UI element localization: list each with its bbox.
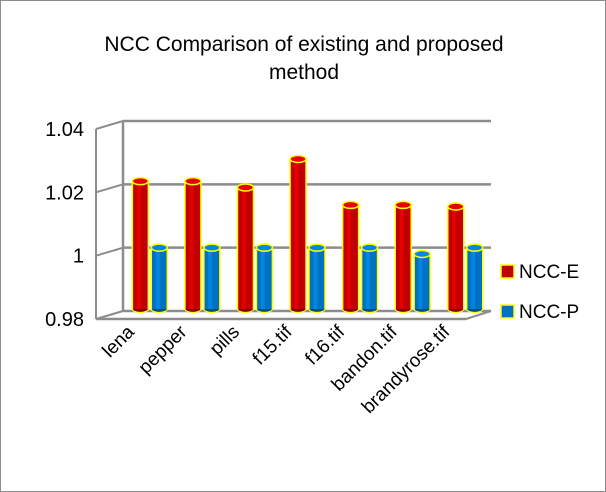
bar-ncc-p-f16-tif xyxy=(360,243,379,314)
bar-ncc-e-bandon-tif xyxy=(394,200,412,314)
legend-swatch-ncc-e xyxy=(500,264,515,279)
bar-ncc-p-f15-tif xyxy=(308,243,326,314)
legend-swatch-ncc-p xyxy=(500,304,515,319)
bar-ncc-p-brandyrose-tif xyxy=(465,243,484,314)
bar-ncc-p-bandon-tif xyxy=(413,249,431,314)
floor-right-edge xyxy=(465,310,492,320)
chart-title-line-1: NCC Comparison of existing and proposed xyxy=(104,33,504,56)
gridline-side xyxy=(95,120,124,130)
bar-ncc-e-f16-tif xyxy=(341,200,360,314)
gridline-side xyxy=(95,183,124,194)
legend-label-ncc-e: NCC-E xyxy=(519,262,579,283)
chart-title-line-2: method xyxy=(268,61,340,84)
y-tick-label: 1.02 xyxy=(45,182,84,204)
x-tick-label: f16.tif xyxy=(301,321,349,369)
x-tick-label: f15.tif xyxy=(249,321,297,369)
y-tick-label: 0.98 xyxy=(45,309,84,331)
bar-ncc-e-lena xyxy=(131,176,150,314)
chart-title: NCC Comparison of existing and proposed … xyxy=(1,31,606,87)
y-tick-label: 1 xyxy=(73,246,84,268)
x-tick-label: lena xyxy=(99,321,140,362)
bar-ncc-p-pills xyxy=(255,243,274,314)
gridline-side xyxy=(95,246,124,257)
bar-ncc-p-lena xyxy=(150,243,169,314)
y-tick-label: 1.04 xyxy=(45,119,84,141)
bar-ncc-p-pepper xyxy=(203,243,221,314)
bar-ncc-e-f15-tif xyxy=(289,154,307,314)
x-tick-label: pepper xyxy=(135,321,192,378)
legend-label-ncc-p: NCC-P xyxy=(519,302,579,323)
bar-ncc-e-brandyrose-tif xyxy=(447,202,465,314)
gridline-side xyxy=(95,310,124,320)
bar-ncc-e-pills xyxy=(236,183,255,314)
x-tick-label: pills xyxy=(206,322,244,360)
bar-ncc-e-pepper xyxy=(184,176,202,314)
